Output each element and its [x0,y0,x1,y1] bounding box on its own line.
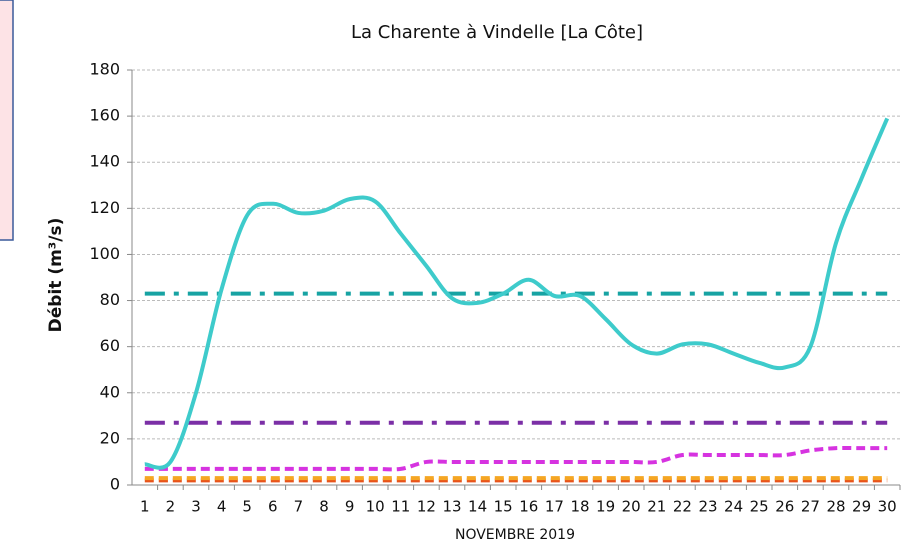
y-axis-label: Débit (m³/s) [46,218,66,333]
x-tick-label: 21 [647,498,666,516]
x-tick-label: 24 [724,498,743,516]
x-tick-label: 4 [217,498,227,516]
x-tick-label: 25 [750,498,769,516]
x-tick-label: 11 [391,498,410,516]
x-tick-label: 2 [166,498,176,516]
series-line [144,445,888,472]
x-tick-label: 30 [878,498,897,516]
chart-title: La Charente à Vindelle [La Côte] [351,22,643,43]
y-tick-label: 20 [100,428,120,447]
x-tick-label: 12 [417,498,436,516]
x-tick-label: 22 [673,498,692,516]
x-tick-label: 18 [570,498,589,516]
x-tick-label: 8 [319,498,329,516]
x-tick-label: 20 [622,498,641,516]
x-tick-label: 13 [442,498,461,516]
x-tick-label: 6 [268,498,278,516]
series-line [144,117,890,470]
x-tick-label: 23 [698,498,717,516]
x-tick-label: 27 [801,498,820,516]
y-tick-label: 180 [89,60,120,79]
x-tick-label: 1 [140,498,150,516]
y-tick-label: 80 [100,290,120,309]
x-tick-label: 19 [596,498,615,516]
x-tick-label: 3 [191,498,201,516]
x-tick-label: 28 [826,498,845,516]
y-tick-label: 40 [100,382,120,401]
x-tick-label: 29 [852,498,871,516]
y-tick-label: 100 [89,244,120,263]
y-tick-label: 160 [89,106,120,125]
x-tick-label: 9 [345,498,355,516]
x-tick-label: 15 [494,498,513,516]
y-tick-label: 60 [100,336,120,355]
legend-box [0,0,14,241]
x-tick-label: 10 [366,498,385,516]
x-tick-label: 17 [545,498,564,516]
x-tick-label: 14 [468,498,487,516]
y-tick-label: 0 [110,475,120,494]
x-tick-label: 26 [775,498,794,516]
x-tick-label: 5 [242,498,252,516]
y-tick-label: 140 [89,152,120,171]
x-axis-label: NOVEMBRE 2019 [455,527,575,543]
y-tick-label: 120 [89,198,120,217]
x-tick-label: 16 [519,498,538,516]
x-tick-label: 7 [294,498,304,516]
